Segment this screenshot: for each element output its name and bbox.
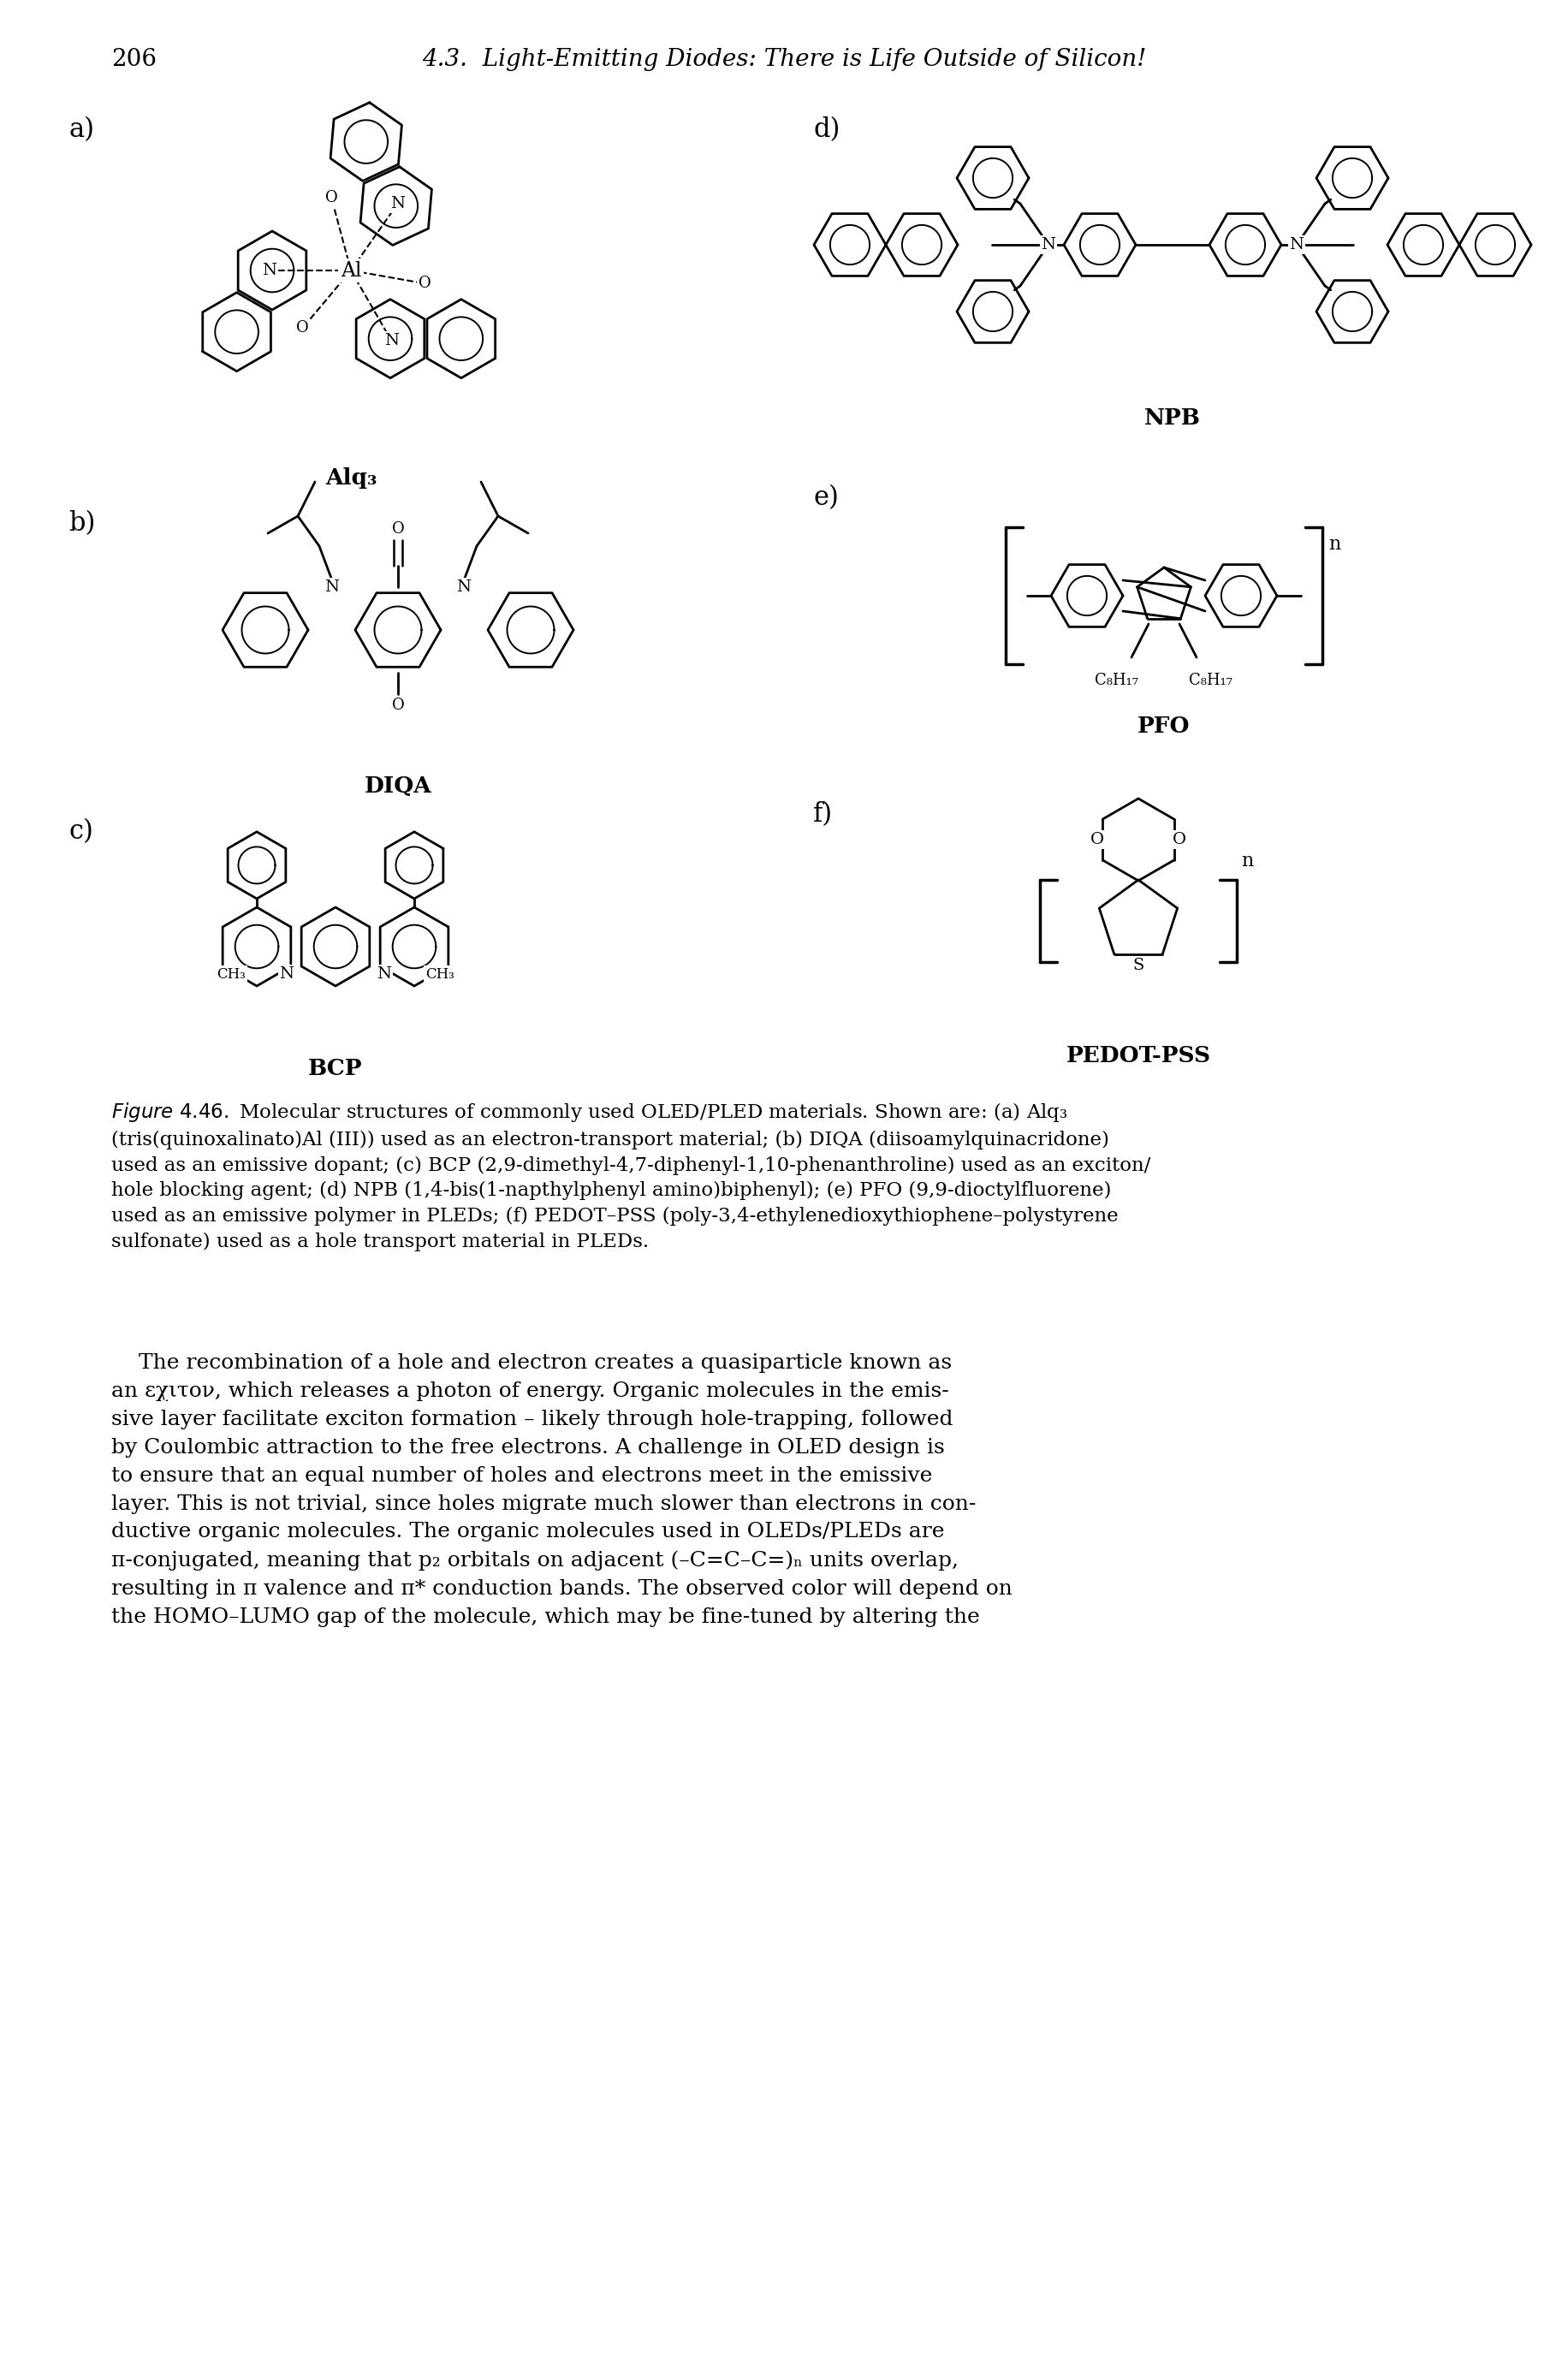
Text: DIQA: DIQA	[364, 775, 431, 796]
Text: C₈H₁₇: C₈H₁₇	[1189, 672, 1232, 689]
Text: n: n	[1240, 851, 1253, 870]
Text: an: an	[163, 1395, 196, 1414]
Text: N: N	[384, 333, 398, 349]
Text: N: N	[279, 967, 295, 981]
Text: Al: Al	[340, 261, 361, 280]
Text: CH₃: CH₃	[425, 967, 455, 981]
Text: Alq₃: Alq₃	[325, 468, 376, 489]
Text: a): a)	[69, 116, 94, 143]
Text: BCP: BCP	[309, 1057, 362, 1079]
Text: e): e)	[814, 485, 839, 511]
Text: O: O	[392, 520, 405, 537]
Text: n: n	[1328, 535, 1341, 554]
Text: N: N	[325, 580, 339, 594]
Text: S: S	[1132, 958, 1145, 974]
Text: CH₃: CH₃	[216, 967, 246, 981]
Text: NPB: NPB	[1145, 406, 1201, 428]
Text: N: N	[1289, 238, 1305, 252]
Text: PEDOT-PSS: PEDOT-PSS	[1066, 1045, 1210, 1067]
Text: The recombination of a hole and electron creates a quasiparticle known as
an εχι: The recombination of a hole and electron…	[111, 1354, 1013, 1628]
Text: PFO: PFO	[1138, 715, 1190, 737]
Text: O: O	[296, 321, 309, 335]
Text: N: N	[376, 967, 392, 981]
Text: $\it{Figure\ 4.46.}$ Molecular structures of commonly used OLED/PLED materials. : $\it{Figure\ 4.46.}$ Molecular structure…	[111, 1100, 1151, 1252]
Text: d): d)	[814, 116, 840, 143]
Text: c): c)	[69, 817, 93, 846]
Text: N: N	[1041, 238, 1055, 252]
Text: O: O	[325, 190, 337, 204]
Text: N: N	[262, 264, 278, 278]
Text: 4.3.  Light-Emitting Diodes: There is Life Outside of Silicon!: 4.3. Light-Emitting Diodes: There is Lif…	[422, 48, 1146, 71]
Text: O: O	[419, 276, 431, 292]
Text: O: O	[1173, 832, 1187, 848]
Text: N: N	[456, 580, 470, 594]
Text: f): f)	[814, 801, 833, 827]
Text: 206: 206	[111, 48, 157, 71]
Text: b): b)	[69, 511, 96, 537]
Text: C₈H₁₇: C₈H₁₇	[1094, 672, 1138, 689]
Text: N: N	[390, 197, 405, 211]
Text: O: O	[1090, 832, 1104, 848]
Text: O: O	[392, 699, 405, 713]
